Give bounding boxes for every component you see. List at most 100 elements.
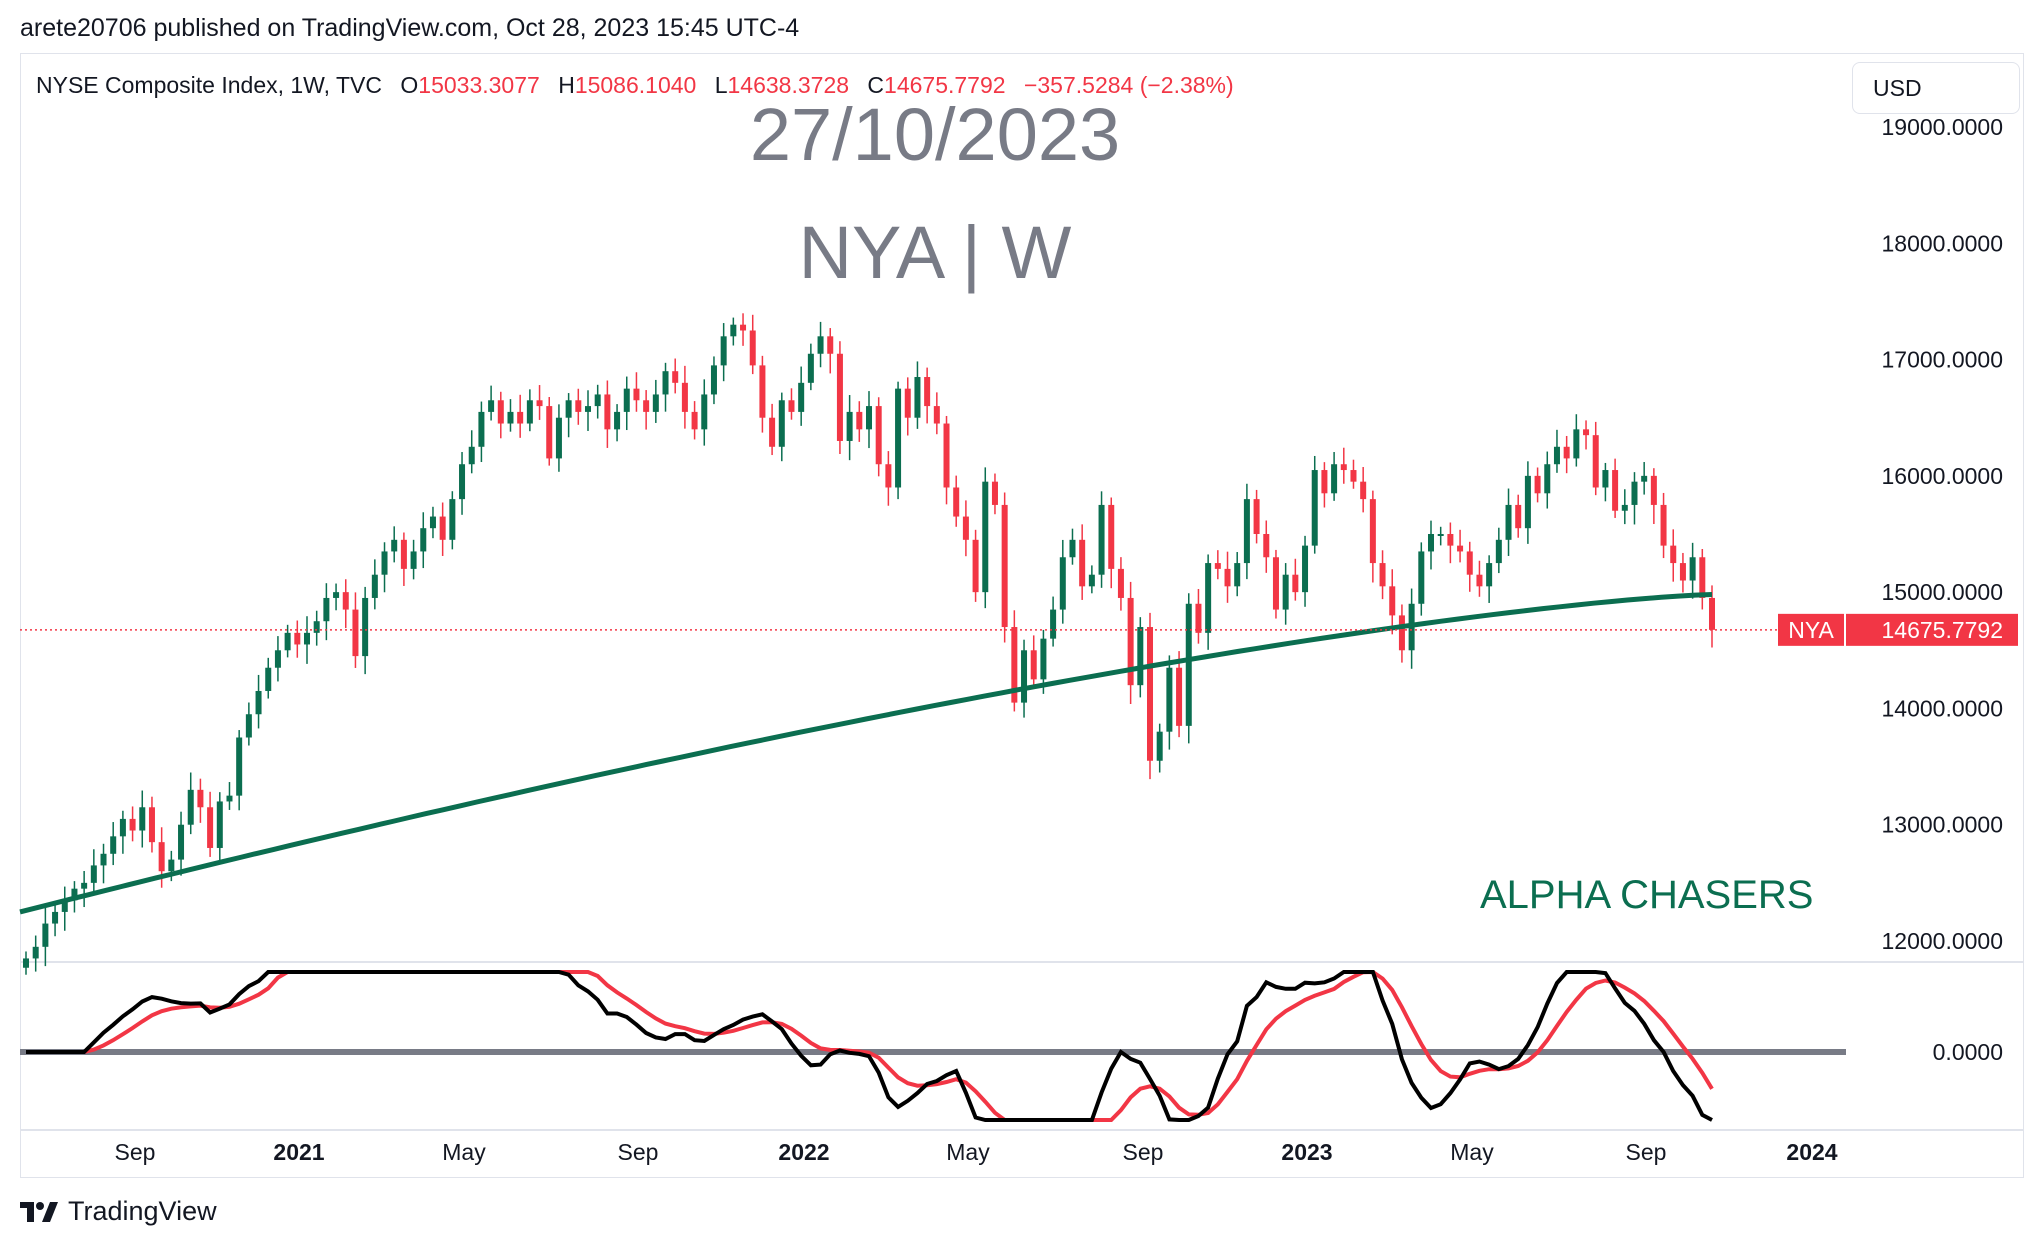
symbol-name: NYSE Composite Index, 1W, TVC — [36, 72, 382, 98]
price-tick-label: 13000.0000 — [1881, 812, 2003, 838]
candle-body — [555, 417, 562, 459]
candle-body — [953, 487, 960, 517]
candle-body — [1689, 557, 1696, 581]
price-tick-label: 16000.0000 — [1881, 463, 2003, 489]
candle-body — [274, 650, 281, 668]
candle-body — [1447, 534, 1454, 546]
candle-body — [236, 737, 243, 796]
candle-body — [1263, 534, 1270, 558]
candle-body — [1369, 499, 1376, 564]
candle-body — [788, 400, 795, 412]
candle-body — [1117, 568, 1124, 598]
tradingview-logo[interactable]: TradingView — [20, 1196, 217, 1227]
candle-body — [1457, 545, 1464, 552]
candle-body — [701, 394, 708, 430]
price-tick-label: 14000.0000 — [1881, 695, 2003, 721]
candle-body — [1699, 557, 1706, 598]
candle-body — [449, 499, 456, 540]
candle-body — [294, 632, 301, 645]
candle-body — [1708, 597, 1716, 630]
candle-body — [827, 336, 834, 354]
oscillator-zero-label: 0.0000 — [1933, 1039, 2003, 1065]
candle-body — [1360, 481, 1367, 500]
candle-body — [914, 377, 921, 418]
candle-body — [1050, 609, 1057, 639]
candle-body — [982, 481, 989, 593]
candle-body — [32, 946, 39, 959]
candle-body — [594, 394, 601, 407]
candle-body — [1505, 504, 1512, 540]
change-value: −357.5284 (−2.38%) — [1023, 72, 1234, 98]
candle-body — [1650, 475, 1657, 505]
candle-body — [584, 406, 592, 412]
candle-body — [439, 516, 446, 540]
candle-body — [1069, 539, 1076, 558]
candle-body — [759, 365, 766, 418]
candle-body — [139, 807, 146, 831]
candle-body — [662, 371, 669, 395]
candle-body — [1476, 574, 1483, 587]
candle-body — [1340, 464, 1347, 471]
candle-body — [420, 528, 427, 552]
candle-body — [61, 900, 68, 912]
candle-body — [1205, 563, 1212, 633]
candle-body — [1079, 539, 1086, 587]
moving-average-line — [19, 592, 1713, 915]
candle-body — [303, 632, 311, 645]
candle-body — [507, 411, 514, 424]
candle-body — [865, 406, 873, 430]
candle-body — [1292, 574, 1299, 593]
candle-body — [1612, 470, 1619, 511]
candle-body — [1331, 464, 1338, 494]
candle-body — [962, 516, 969, 540]
candle-body — [720, 336, 727, 366]
chart-frame — [20, 53, 2024, 1178]
candle-body — [1427, 534, 1435, 552]
candle-body — [22, 958, 30, 968]
candle-body — [187, 789, 194, 825]
candle-body — [1137, 627, 1144, 686]
candle-body — [1311, 470, 1318, 546]
watermark-text: ALPHA CHASERS — [1480, 873, 1814, 917]
candle-body — [972, 539, 979, 593]
candle-body — [1321, 470, 1328, 494]
candle-body — [1302, 545, 1309, 593]
candle-body — [381, 551, 388, 575]
candle-body — [526, 400, 533, 424]
candle-body — [749, 330, 756, 366]
candle-body — [158, 842, 165, 872]
candle-body — [459, 464, 466, 500]
candle-body — [856, 411, 863, 430]
candle-body — [1660, 504, 1667, 546]
candle-body — [536, 400, 543, 407]
time-tick-label: Sep — [115, 1139, 156, 1165]
candle-body — [652, 394, 659, 412]
candle-body — [81, 882, 88, 889]
candle-body — [1534, 475, 1541, 494]
open-value: 15033.3077 — [418, 72, 540, 98]
candle-body — [885, 464, 892, 488]
candle-body — [1544, 464, 1551, 494]
candle-body — [1127, 597, 1134, 686]
candle-body — [1011, 627, 1018, 703]
candle-body — [517, 411, 524, 424]
price-badge-value-bg — [1846, 613, 2018, 646]
currency-button[interactable]: USD — [1852, 62, 2020, 114]
candle-body — [1466, 551, 1473, 575]
candle-body — [226, 795, 233, 802]
candle-body — [643, 400, 650, 412]
candles — [22, 313, 1716, 975]
candle-body — [1282, 574, 1289, 610]
open-label: O — [400, 72, 419, 98]
candle-body — [71, 888, 78, 901]
candle-body — [769, 417, 776, 447]
candle-body — [1156, 731, 1163, 761]
candle-body — [313, 621, 320, 633]
candle-body — [1146, 627, 1154, 761]
candle-body — [255, 690, 262, 715]
time-tick-label: 2023 — [1281, 1139, 1332, 1165]
candle-body — [1195, 603, 1202, 633]
candle-body — [468, 446, 475, 465]
date-annotation: 27/10/2023 — [749, 93, 1121, 176]
